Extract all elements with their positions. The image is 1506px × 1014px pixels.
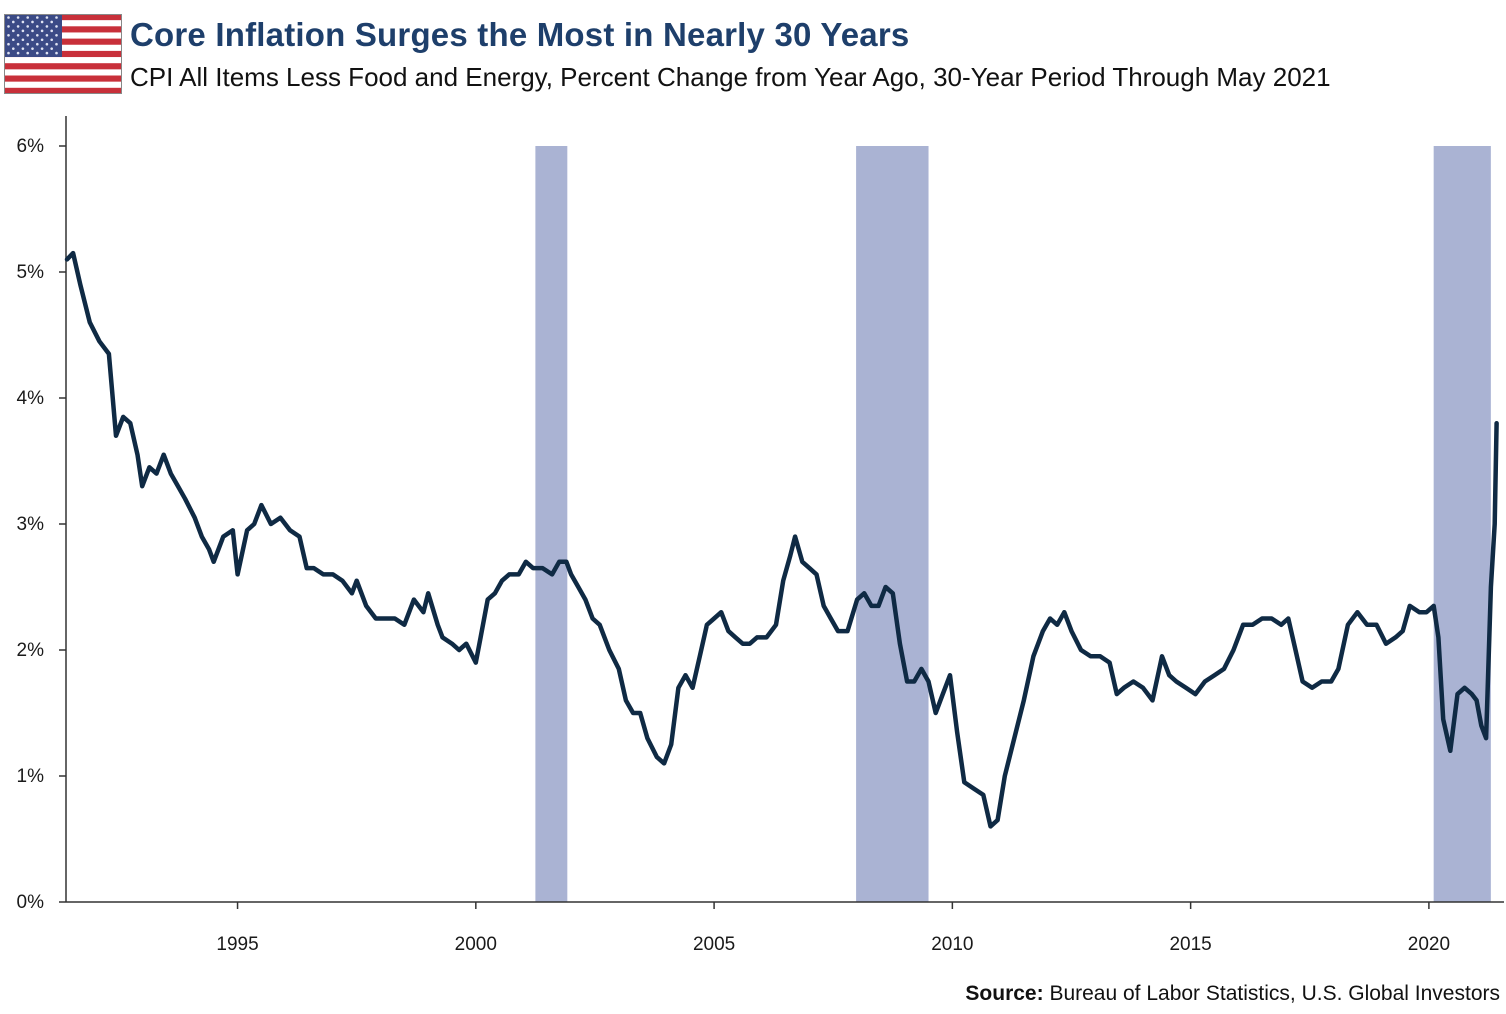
x-tick-label: 2015: [1169, 934, 1211, 955]
y-tick-label: 0%: [17, 892, 45, 913]
flag-star: [40, 47, 44, 50]
flag-star: [26, 25, 30, 28]
flag-star: [55, 51, 58, 55]
flag-star: [21, 47, 25, 50]
source-note: Source: Bureau of Labor Statistics, U.S.…: [965, 982, 1500, 1006]
flag-star: [26, 16, 30, 19]
flag-star: [21, 29, 25, 33]
series-line-core-cpi: [64, 250, 1499, 829]
y-tick-label: 3%: [17, 514, 45, 535]
flag-star: [55, 34, 58, 37]
flag-star: [55, 16, 58, 19]
flag-star: [36, 42, 39, 46]
flag-star: [16, 16, 20, 19]
chart-subtitle: CPI All Items Less Food and Energy, Perc…: [130, 62, 1331, 92]
flag-star: [7, 51, 10, 55]
flag-star: [26, 42, 30, 46]
chart-axes: 0% 1% 2% 3% 4% 5% 6% 1995 2000 2005 2010 2015 2020: [17, 116, 1504, 955]
flag-star: [45, 25, 49, 28]
flag-star: [7, 16, 10, 19]
flag-star: [31, 29, 34, 33]
flag-star: [36, 51, 39, 55]
us-flag-icon: [4, 14, 122, 94]
y-tick-label: 4%: [17, 388, 45, 409]
y-tick-label: 6%: [17, 136, 45, 157]
flag-star: [16, 42, 20, 46]
flag-star: [16, 34, 20, 37]
x-tick-label: 2000: [455, 934, 497, 955]
flag-star: [36, 16, 39, 19]
flag-star: [26, 34, 30, 37]
recession-band: [535, 146, 568, 902]
flag-star: [21, 20, 25, 24]
flag-star: [36, 25, 39, 28]
flag-star: [12, 29, 15, 33]
flag-stars: [7, 16, 58, 55]
recession-bands: [535, 146, 1491, 902]
flag-stripes: [4, 14, 122, 94]
x-tick-label: 2010: [931, 934, 973, 955]
flag-star: [7, 25, 10, 28]
flag-star: [40, 38, 44, 42]
flag-star: [45, 42, 49, 46]
chart-title: Core Inflation Surges the Most in Nearly…: [130, 16, 910, 53]
flag-star: [12, 47, 15, 50]
recession-band: [856, 146, 929, 902]
flag-star: [50, 20, 53, 24]
flag-star: [31, 47, 34, 50]
y-tick-label: 2%: [17, 640, 45, 661]
flag-star: [55, 42, 58, 46]
flag-star: [12, 38, 15, 42]
source-label: Source:: [965, 982, 1044, 1005]
y-tick-label: 5%: [17, 262, 45, 283]
flag-star: [50, 29, 53, 33]
flag-star: [16, 51, 20, 55]
chart-header: Core Inflation Surges the Most in Nearly…: [0, 0, 1506, 110]
flag-star: [7, 42, 10, 46]
flag-star: [40, 20, 44, 24]
source-text: Bureau of Labor Statistics, U.S. Global …: [1043, 982, 1500, 1005]
flag-star: [36, 34, 39, 37]
flag-star: [50, 47, 53, 50]
flag-star: [45, 51, 49, 55]
line-chart: 0% 1% 2% 3% 4% 5% 6% 1995 2000 2005 2010 2015 2020: [17, 116, 1504, 955]
flag-star: [55, 25, 58, 28]
x-tick-label: 2005: [693, 934, 735, 955]
flag-star: [45, 34, 49, 37]
x-tick-label: 2020: [1408, 934, 1450, 955]
recession-band: [1433, 146, 1491, 902]
flag-canton: [4, 14, 62, 57]
flag-star: [21, 38, 25, 42]
flag-star: [31, 38, 34, 42]
series-layer: [64, 250, 1499, 829]
flag-star: [50, 38, 53, 42]
flag-star: [7, 34, 10, 37]
flag-star: [31, 20, 34, 24]
flag-star: [40, 29, 44, 33]
flag-star: [26, 51, 30, 55]
flag-star: [16, 25, 20, 28]
x-tick-label: 1995: [216, 934, 258, 955]
y-tick-label: 1%: [17, 766, 45, 787]
flag-star: [12, 20, 15, 24]
flag-star: [45, 16, 49, 19]
